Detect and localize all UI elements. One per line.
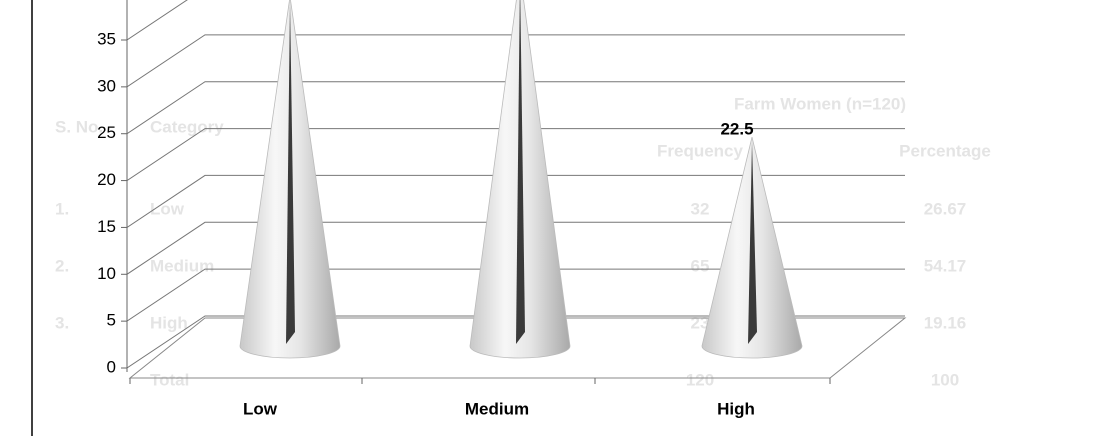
ghost-cell: 26.67 [924, 199, 967, 218]
grid-line [126, 221, 905, 275]
marks: Low Medium High 22.5 [129, 0, 831, 418]
y-tick-label: 10 [97, 264, 116, 283]
ghost-cell: Total [150, 370, 189, 389]
cone-shade [516, 0, 525, 344]
ghost-cell: 1. [55, 199, 69, 218]
y-tick-label: 25 [97, 123, 116, 142]
grid-line [126, 81, 905, 135]
ghost-group-header: Farm Women (n=120) [734, 94, 906, 113]
grid-line [126, 0, 188, 41]
ghost-cell: 54.17 [924, 256, 967, 275]
grid-line [126, 268, 905, 322]
ghost-cell: 2. [55, 256, 69, 275]
grid-line [126, 315, 905, 369]
cone-shade [748, 141, 757, 344]
y-tick-label: 30 [97, 76, 116, 95]
floor [128, 317, 907, 379]
ghost-cell: High [150, 313, 188, 332]
ghost-header: Category [150, 117, 224, 136]
y-tick-label: 35 [97, 29, 116, 48]
ghost-cell: Low [150, 199, 185, 218]
x-tick-label: High [717, 399, 755, 418]
ghost-header: Percentage [899, 141, 991, 160]
y-tick-label: 0 [107, 357, 116, 376]
ghost-cell: 32 [691, 199, 710, 218]
y-tick-label: 20 [97, 170, 116, 189]
background-table: Farm Women (n=120) S. No. Category Frequenc… [55, 94, 991, 389]
x-tick-label: Medium [465, 399, 529, 418]
ghost-cell: 3. [55, 313, 69, 332]
ghost-cell: Medium [150, 256, 214, 275]
grid-line [126, 174, 905, 228]
ghost-cell: 120 [686, 370, 714, 389]
ghost-cell: 100 [931, 370, 959, 389]
ghost-header: S. No. [55, 117, 103, 136]
ghost-header: Frequency [657, 141, 744, 160]
x-tick-label: Low [243, 399, 278, 418]
grid: 0 5 10 15 20 25 30 35 [97, 0, 905, 376]
grid-line [126, 128, 905, 181]
cone-shade [286, 0, 295, 344]
ghost-cell: 19.16 [924, 313, 967, 332]
value-label: 22.5 [720, 120, 753, 139]
y-tick-label: 5 [107, 311, 116, 330]
ghost-cell: 65 [691, 256, 710, 275]
grid-line [126, 34, 905, 88]
y-tick-label: 15 [97, 217, 116, 236]
